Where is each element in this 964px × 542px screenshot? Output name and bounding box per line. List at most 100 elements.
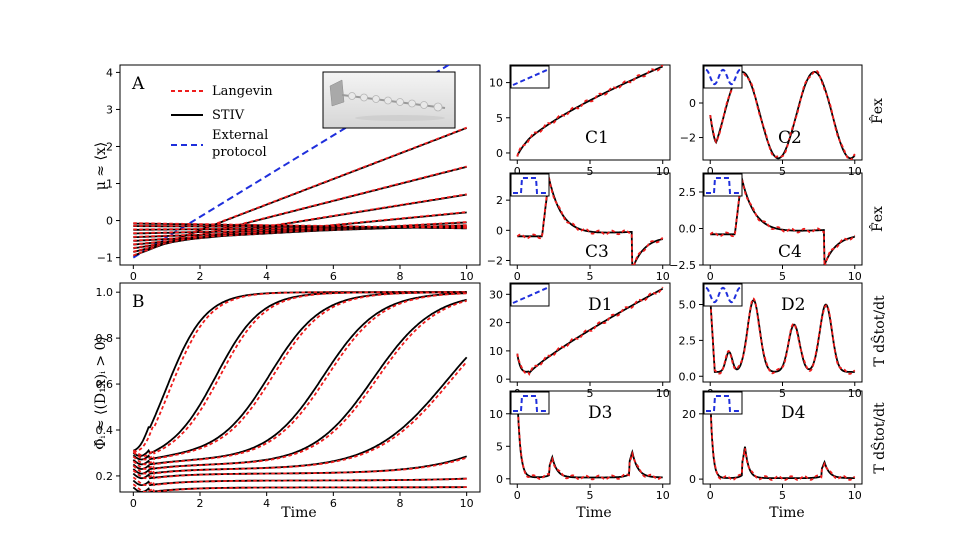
protocol-inset-d1 [510, 283, 550, 307]
ylabel-c4: F̂ex [868, 206, 886, 232]
x-tick-label: 10 [656, 165, 670, 178]
legend-protocol-label-1: External [212, 128, 268, 143]
x-tick-label: 10 [656, 270, 670, 283]
protocol-inset-line [512, 69, 548, 86]
x-tick-label: 0 [514, 165, 521, 178]
panel-d3: 0 5 10 0 5 10 D3 [489, 390, 671, 502]
ylabel-d4: T dŜtot/dt [870, 402, 888, 474]
x-tick-label: 5 [587, 489, 594, 502]
protocol-inset-line [705, 286, 741, 304]
ylabel-b: Φ̂ᵢ ≈ ⟨(D₁x)ᵢ > 0⟩ [93, 336, 109, 450]
y-tick-label: −1 [97, 252, 113, 265]
x-tick-label: 5 [587, 165, 594, 178]
langevin-series-line [132, 476, 467, 487]
y-tick-label: 0 [496, 147, 503, 160]
x-tick-label: 0 [514, 489, 521, 502]
y-tick-label: 3 [106, 103, 113, 116]
y-tick-label: −2 [680, 132, 696, 145]
svg-text:Φ̂ᵢ ≈ ⟨(D₁x)ᵢ > 0⟩: Φ̂ᵢ ≈ ⟨(D₁x)ᵢ > 0⟩ [93, 336, 109, 450]
x-tick-label: 8 [397, 497, 404, 510]
y-tick-label: 0.2 [96, 470, 114, 483]
legend: Langevin STIV External protocol [171, 84, 273, 160]
langevin-series-line [709, 69, 856, 160]
x-tick-label: 0 [707, 489, 714, 502]
y-tick-label: 0 [496, 373, 503, 386]
x-tick-label: 5 [779, 165, 786, 178]
panel-c4: 0 5 10 −2.5 0.0 2.5 C4 [669, 172, 863, 283]
protocol-inset-d4 [703, 391, 743, 415]
langevin-series-line [516, 392, 664, 481]
x-tick-label: 10 [656, 387, 670, 400]
langevin-series-line [132, 483, 467, 492]
y-tick-label: 5.0 [679, 299, 697, 312]
y-tick-label: 0 [496, 473, 503, 486]
panel-c1: 0 5 10 0 5 10 C1 [489, 64, 671, 178]
panel-label: C3 [585, 242, 609, 262]
x-tick-label: 0 [130, 497, 137, 510]
langevin-series-line [132, 292, 467, 466]
stiv-series-line [132, 356, 468, 475]
langevin-series-line [132, 291, 467, 461]
stiv-series-line [516, 392, 663, 479]
x-tick-label: 0 [130, 270, 137, 283]
x-tick-label: 10 [460, 497, 474, 510]
protocol-inset-d3 [510, 391, 550, 415]
protocol-inset-c1 [510, 65, 550, 89]
langevin-series-line [132, 456, 467, 480]
x-tick-label: 5 [587, 270, 594, 283]
svg-text:F̂ex: F̂ex [868, 98, 886, 124]
protocol-inset-c4 [703, 173, 743, 197]
langevin-series-line [133, 222, 467, 229]
panel-label: D2 [781, 295, 805, 315]
x-tick-label: 5 [779, 489, 786, 502]
legend-protocol-label-2: protocol [212, 145, 267, 160]
panel-label: C1 [585, 128, 609, 148]
x-tick-label: 5 [779, 270, 786, 283]
langevin-series-line [133, 211, 467, 246]
y-tick-label: 0 [496, 224, 503, 237]
y-tick-label: 2 [496, 194, 503, 207]
panel-c2: 0 5 10 −2 0 C2 [680, 64, 863, 178]
langevin-series-line [516, 65, 664, 157]
y-tick-label: 2.5 [679, 334, 697, 347]
y-tick-label: 0 [689, 473, 696, 486]
y-tick-label: 0.0 [679, 222, 697, 235]
panel-label: A [131, 74, 145, 94]
protocol-inset-c3 [510, 173, 550, 197]
ylabel-d2: T dŜtot/dt [870, 295, 888, 367]
x-tick-label: 4 [263, 270, 270, 283]
langevin-series-line [132, 291, 467, 457]
langevin-series-line [516, 174, 664, 265]
langevin-series-line [132, 299, 467, 470]
y-tick-label: 0.4 [96, 424, 114, 437]
xlabel-b: Time [281, 505, 316, 521]
y-tick-label: 4 [106, 66, 113, 79]
y-tick-label: 0.8 [96, 332, 114, 345]
legend-langevin-label: Langevin [212, 84, 273, 99]
y-tick-label: 5 [496, 440, 503, 453]
panel-label: D3 [588, 403, 612, 423]
x-tick-label: 5 [587, 387, 594, 400]
protocol-inset-line [705, 68, 741, 86]
x-tick-label: 10 [848, 387, 862, 400]
y-tick-label: 20 [682, 408, 696, 421]
panel-label: C2 [778, 128, 802, 148]
legend-stiv-label: STIV [212, 108, 245, 123]
stiv-series-line [132, 291, 467, 461]
x-tick-label: 0 [514, 270, 521, 283]
protocol-inset-d2 [703, 283, 743, 307]
y-tick-label: 10 [489, 345, 503, 358]
y-tick-label: 0.6 [96, 378, 114, 391]
panel-label: D1 [588, 295, 612, 315]
panel-label: C4 [778, 242, 802, 262]
panel-c3: 0 5 10 −2 0 2 C3 [487, 172, 671, 283]
x-tick-label: 10 [656, 489, 670, 502]
langevin-series-line [132, 361, 468, 475]
x-tick-label: 4 [263, 497, 270, 510]
ylabel-c2: F̂ex [868, 98, 886, 124]
bead-icons [348, 92, 443, 112]
ylabel-a: μ ≈ ⟨x⟩ [93, 142, 109, 191]
svg-text:T dŜtot/dt: T dŜtot/dt [870, 295, 888, 367]
